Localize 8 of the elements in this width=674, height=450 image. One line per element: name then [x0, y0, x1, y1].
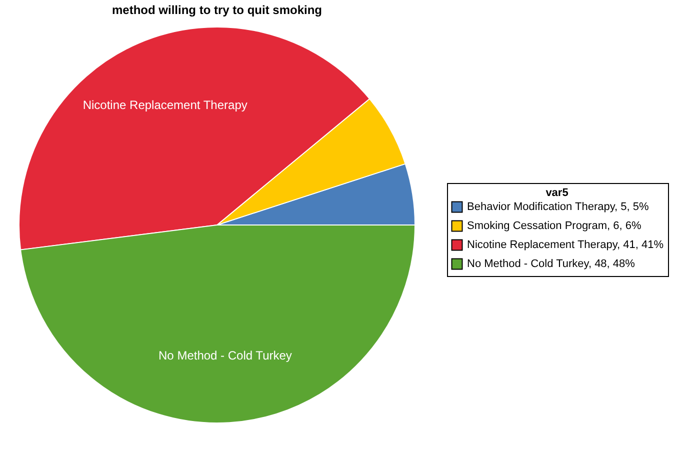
legend-title: var5 [546, 187, 568, 199]
chart-title: method willing to try to quit smoking [112, 3, 322, 17]
legend-label: Nicotine Replacement Therapy, 41, 41% [467, 239, 664, 251]
legend-label: Behavior Modification Therapy, 5, 5% [467, 201, 650, 213]
legend-label: Smoking Cessation Program, 6, 6% [467, 220, 642, 232]
legend-label: No Method - Cold Turkey, 48, 48% [467, 258, 636, 270]
data-label: Nicotine Replacement Therapy [82, 98, 248, 112]
data-label: No Method - Cold Turkey [158, 348, 292, 362]
